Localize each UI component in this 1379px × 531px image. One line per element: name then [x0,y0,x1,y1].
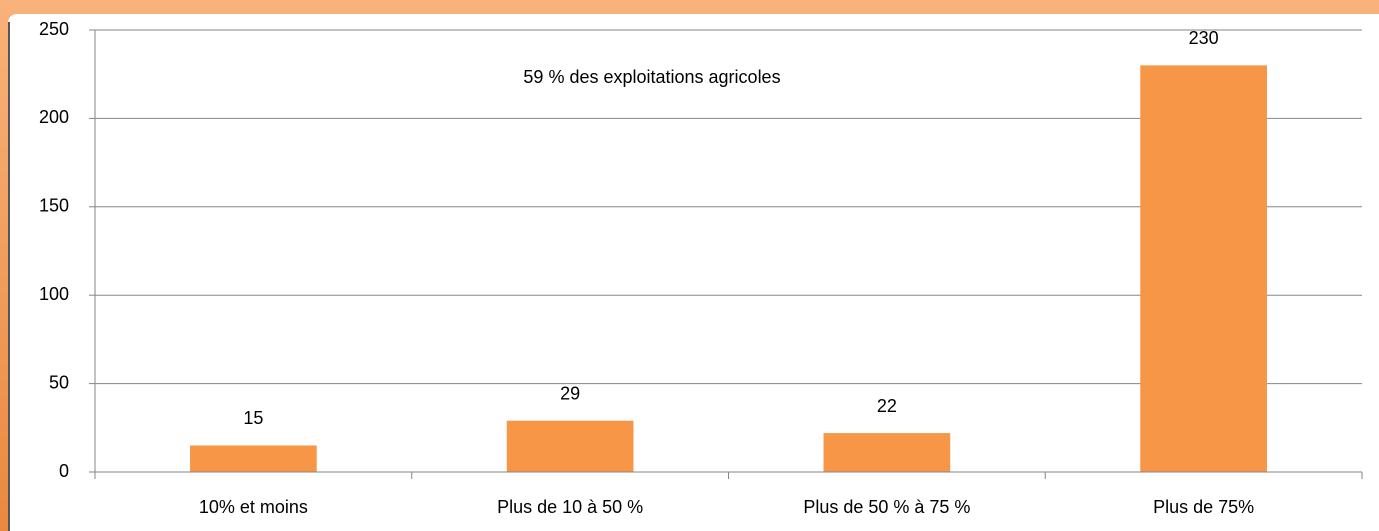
annotation: 59 % des exploitations agricoles [523,67,780,87]
bar [823,433,951,472]
y-tick-label: 200 [39,107,69,127]
y-tick-label: 0 [59,461,69,481]
bar [506,420,634,472]
data-label: 230 [1189,28,1219,48]
x-tick-label: Plus de 10 à 50 % [497,497,643,517]
data-label: 15 [243,408,263,428]
y-tick-label: 100 [39,284,69,304]
bar [1140,65,1267,473]
x-tick-label: 10% et moins [199,497,308,517]
y-tick-label: 150 [39,196,69,216]
y-tick-label: 250 [39,19,69,39]
x-tick-label: Plus de 75% [1153,497,1254,517]
y-tick-label: 50 [49,372,69,392]
data-label: 29 [560,383,580,403]
bar [190,445,317,472]
x-tick-label: Plus de 50 % à 75 % [803,497,970,517]
data-label: 22 [877,396,897,416]
